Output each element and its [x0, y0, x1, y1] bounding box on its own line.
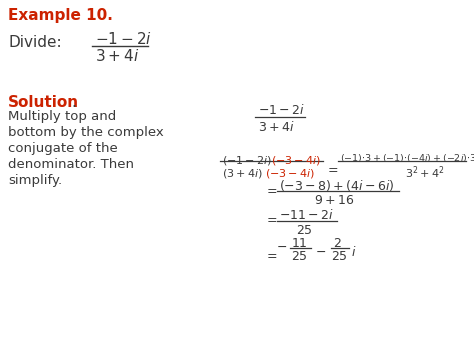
Text: $(-3-4i)$: $(-3-4i)$: [265, 167, 315, 180]
Text: $-$: $-$: [276, 240, 287, 253]
Text: Multiply top and: Multiply top and: [8, 110, 116, 123]
Text: $-$: $-$: [315, 245, 326, 258]
Text: Example 10.: Example 10.: [8, 8, 113, 23]
Text: $2$: $2$: [333, 237, 342, 250]
Text: $(-3-4i)$: $(-3-4i)$: [271, 154, 321, 167]
Text: $25$: $25$: [331, 250, 348, 263]
Text: $=$: $=$: [264, 212, 278, 225]
Text: $(-1){\cdot}3+(-1){\cdot}(-4i)+(-2i){\cdot}3+(-2)(-4i^2)$: $(-1){\cdot}3+(-1){\cdot}(-4i)+(-2i){\cd…: [340, 151, 474, 165]
Text: $25$: $25$: [296, 224, 313, 237]
Text: $=$: $=$: [264, 183, 278, 196]
Text: $(-3-8)+(4i-6i)$: $(-3-8)+(4i-6i)$: [279, 178, 395, 193]
Text: $=$: $=$: [264, 248, 278, 261]
Text: Divide:: Divide:: [8, 35, 62, 50]
Text: $-1-2i$: $-1-2i$: [258, 103, 305, 117]
Text: $11$: $11$: [291, 237, 308, 250]
Text: $-11-2i$: $-11-2i$: [279, 208, 334, 222]
Text: $-1-2i$: $-1-2i$: [95, 31, 152, 47]
Text: $i$: $i$: [351, 245, 356, 259]
Text: $25$: $25$: [291, 250, 308, 263]
Text: $(3+4i)$: $(3+4i)$: [222, 167, 263, 180]
Text: $3+4i$: $3+4i$: [258, 120, 295, 134]
Text: bottom by the complex: bottom by the complex: [8, 126, 164, 139]
Text: conjugate of the: conjugate of the: [8, 142, 118, 155]
Text: $(-1-2i)$: $(-1-2i)$: [222, 154, 272, 167]
Text: $3^2+4^2$: $3^2+4^2$: [405, 164, 445, 181]
Text: $3+4i$: $3+4i$: [95, 48, 139, 64]
Text: $=$: $=$: [325, 162, 339, 175]
Text: Solution: Solution: [8, 95, 79, 110]
Text: $9+16$: $9+16$: [314, 194, 355, 207]
Text: .: .: [71, 95, 76, 110]
Text: simplify.: simplify.: [8, 174, 62, 187]
Text: denominator. Then: denominator. Then: [8, 158, 134, 171]
